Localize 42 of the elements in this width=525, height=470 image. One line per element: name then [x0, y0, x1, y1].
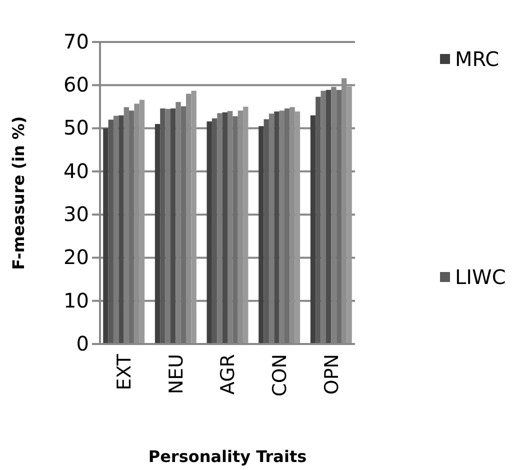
- x-axis-title: Personality Traits: [148, 447, 307, 466]
- bar: [310, 115, 316, 344]
- x-tick-label: NEU: [165, 354, 188, 394]
- y-tick-label: 30: [64, 202, 89, 226]
- bar: [212, 118, 218, 344]
- bar: [165, 108, 170, 344]
- y-tick-label: 50: [64, 116, 89, 140]
- bar: [160, 108, 166, 344]
- bar: [274, 111, 280, 344]
- x-tick-label: EXT: [113, 354, 136, 390]
- x-tick-label: AGR: [217, 354, 240, 395]
- bar: [326, 90, 332, 344]
- y-tick-label: 0: [76, 331, 89, 356]
- y-tick-label: 10: [64, 288, 89, 312]
- y-tick-label: 60: [64, 72, 89, 97]
- bar: [206, 121, 212, 344]
- bar: [113, 116, 119, 344]
- bar: [118, 115, 124, 344]
- bar: [258, 126, 264, 344]
- legend-label: MRC: [455, 47, 500, 71]
- bar: [336, 90, 342, 344]
- bar: [154, 124, 160, 344]
- bar: [180, 106, 186, 344]
- y-axis-title: F-measure (in %): [9, 116, 28, 270]
- bar: [320, 90, 326, 344]
- bar: [284, 108, 290, 344]
- bar: [268, 114, 274, 344]
- bar: [232, 116, 238, 344]
- bar: [316, 96, 321, 344]
- x-tick-label: CON: [268, 354, 291, 396]
- bar: [222, 112, 228, 344]
- bar: [217, 113, 222, 344]
- bar: [170, 108, 176, 344]
- bar: [108, 120, 114, 344]
- bar: [264, 119, 269, 344]
- legend-label: LIWC: [455, 265, 506, 289]
- y-tick-label: 20: [64, 245, 89, 270]
- x-tick-label: OPN: [320, 354, 343, 395]
- bar: [129, 110, 134, 344]
- y-tick-label: 70: [64, 29, 89, 54]
- y-tick-label: 40: [64, 158, 89, 183]
- bar: [103, 128, 108, 344]
